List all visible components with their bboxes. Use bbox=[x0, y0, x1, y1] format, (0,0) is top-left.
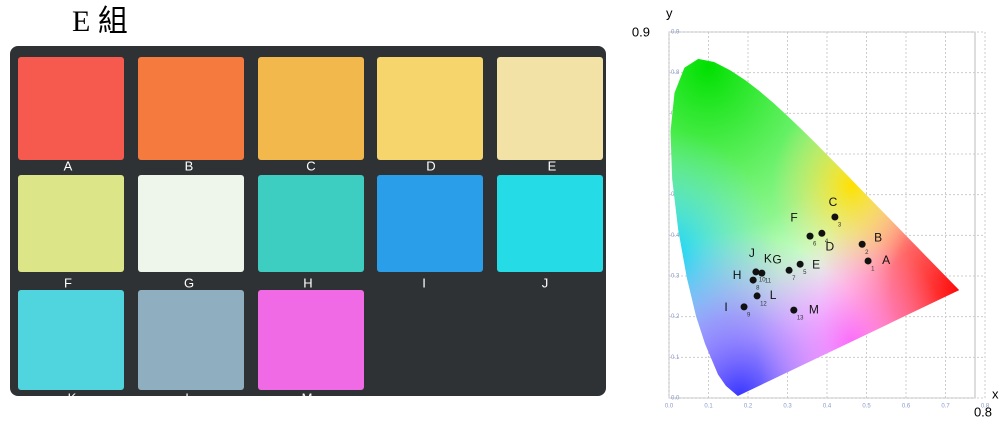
point bbox=[785, 266, 793, 274]
point-label: J bbox=[749, 246, 755, 260]
point-number: 4 bbox=[825, 239, 829, 245]
color-swatch bbox=[18, 290, 124, 390]
swatch-label: L bbox=[185, 390, 192, 405]
y-max-label: 0.9 bbox=[632, 24, 650, 39]
color-swatch bbox=[258, 57, 364, 160]
color-swatch bbox=[138, 57, 244, 160]
color-swatch bbox=[497, 57, 603, 160]
point-label: I bbox=[724, 300, 727, 314]
color-swatch bbox=[18, 57, 124, 160]
point bbox=[740, 303, 748, 311]
swatch-label: K bbox=[68, 390, 77, 405]
color-swatch bbox=[18, 175, 124, 272]
swatch-label: G bbox=[184, 275, 194, 290]
x-tick-label: 0.5 bbox=[862, 404, 871, 410]
point bbox=[790, 306, 798, 314]
x-axis-label: x bbox=[992, 386, 999, 401]
swatch-label: C bbox=[306, 158, 315, 173]
swatch-label: M bbox=[302, 390, 313, 405]
color-swatch bbox=[138, 290, 244, 390]
point bbox=[806, 232, 814, 240]
point bbox=[749, 276, 757, 284]
swatch-label: I bbox=[422, 275, 426, 290]
swatch-label: H bbox=[303, 275, 312, 290]
x-tick-label: 0.7 bbox=[941, 404, 950, 410]
y-tick-label: 0.8 bbox=[671, 70, 680, 76]
point-label: M bbox=[809, 302, 819, 316]
point-number: 9 bbox=[747, 312, 751, 318]
y-tick-label: 0.3 bbox=[671, 274, 680, 280]
swatch-label: A bbox=[64, 158, 73, 173]
x-tick-label: 0.2 bbox=[744, 404, 753, 410]
point bbox=[752, 268, 760, 276]
point-number: 2 bbox=[865, 250, 869, 256]
point-number: 1 bbox=[871, 267, 875, 273]
point-number: 8 bbox=[756, 286, 760, 292]
color-swatch bbox=[138, 175, 244, 272]
x-tick-label: 0.0 bbox=[665, 404, 674, 410]
point-number: 6 bbox=[813, 242, 817, 248]
point-number: 10 bbox=[759, 278, 766, 284]
swatch-label: B bbox=[185, 158, 194, 173]
color-swatch bbox=[258, 290, 364, 390]
point-label: D bbox=[826, 239, 835, 253]
point-number: 13 bbox=[797, 316, 804, 322]
point bbox=[753, 292, 761, 300]
y-tick-label: 0.9 bbox=[671, 30, 680, 36]
x-tick-label: 0.3 bbox=[783, 404, 792, 410]
color-swatch bbox=[377, 175, 483, 272]
point-label: G bbox=[772, 252, 781, 266]
x-tick-label: 0.8 bbox=[981, 404, 990, 410]
color-swatch bbox=[497, 175, 603, 272]
point bbox=[831, 213, 839, 221]
point-number: 3 bbox=[838, 223, 842, 229]
point bbox=[758, 269, 766, 277]
point-number: 5 bbox=[803, 270, 807, 276]
swatch-label: F bbox=[64, 275, 72, 290]
point bbox=[864, 257, 872, 265]
point-label: L bbox=[770, 288, 777, 302]
swatch-label: E bbox=[548, 158, 557, 173]
y-tick-label: 0.0 bbox=[671, 396, 680, 402]
point-number: 7 bbox=[792, 276, 796, 282]
swatch-grid: A B C D E F G H I J K L M bbox=[18, 57, 603, 405]
x-tick-label: 0.6 bbox=[902, 404, 911, 410]
swatch-label: J bbox=[542, 275, 549, 290]
point-label: K bbox=[764, 251, 772, 265]
points: A 1 B2 C 3 D4 E5 F 6 G 7 H 8 I 9 J 10 K 11 L12 M 13 bbox=[724, 195, 890, 322]
swatch-label: D bbox=[426, 158, 435, 173]
point bbox=[796, 260, 804, 268]
point-label: H bbox=[733, 268, 742, 282]
x-tick-label: 0.1 bbox=[704, 404, 713, 410]
point-number: 11 bbox=[765, 279, 772, 285]
x-max-label: 0.8 bbox=[974, 404, 992, 419]
point-number: 12 bbox=[760, 302, 767, 308]
point-label: C bbox=[829, 195, 838, 209]
x-tick-label: 0.4 bbox=[823, 404, 832, 410]
point-label: E bbox=[812, 257, 820, 271]
y-tick-label: 0.4 bbox=[671, 233, 680, 239]
page-title: E 組 bbox=[72, 5, 128, 38]
y-tick-label: 0.2 bbox=[671, 314, 680, 320]
point bbox=[818, 229, 826, 237]
color-swatch bbox=[377, 57, 483, 160]
point bbox=[858, 240, 866, 248]
point-label: B bbox=[874, 230, 882, 244]
point-label: A bbox=[882, 253, 890, 267]
y-axis-label: y bbox=[666, 5, 673, 20]
color-swatch bbox=[258, 175, 364, 272]
y-tick-label: 0.1 bbox=[671, 355, 680, 361]
point-label: F bbox=[790, 210, 797, 224]
